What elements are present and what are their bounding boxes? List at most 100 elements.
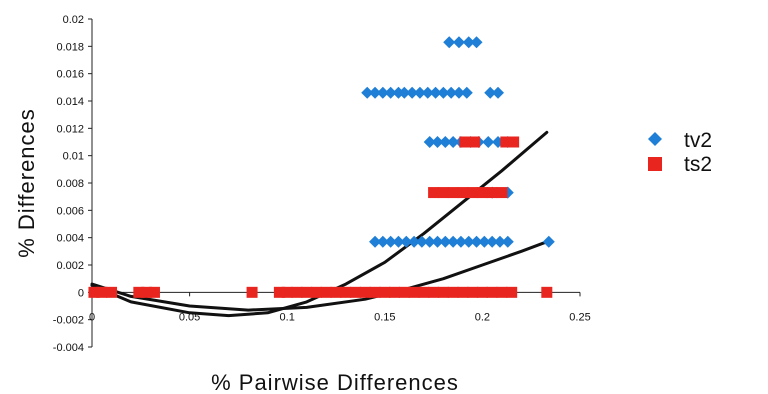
data-point-ts2: [320, 286, 332, 298]
data-point-tv2: [423, 235, 436, 248]
data-point-ts2: [476, 187, 488, 199]
data-point-tv2: [369, 86, 382, 99]
y-tick-label: 0.002: [56, 260, 84, 272]
data-point-tv2: [445, 86, 458, 99]
data-point-tv2: [376, 86, 389, 99]
data-point-ts2: [398, 286, 410, 298]
y-tick-label: -0.004: [53, 342, 84, 354]
data-point-tv2: [406, 86, 419, 99]
trendline-2: [90, 240, 549, 312]
y-tick-label: 0.01: [63, 151, 84, 163]
data-point-ts2: [467, 187, 479, 199]
data-point-tv2: [460, 86, 473, 99]
data-point-ts2: [508, 136, 520, 148]
data-point-tv2: [443, 36, 456, 49]
y-tick-label: 0.006: [56, 205, 84, 217]
data-point-tv2: [452, 86, 465, 99]
data-point-tv2: [376, 235, 389, 248]
y-tick-label: 0: [78, 287, 84, 299]
data-point-ts2: [310, 286, 322, 298]
data-point-ts2: [133, 286, 145, 298]
data-point-tv2: [423, 136, 436, 148]
data-point-ts2: [301, 286, 313, 298]
data-point-ts2: [418, 286, 430, 298]
data-point-ts2: [457, 187, 469, 199]
data-point-ts2: [476, 286, 488, 298]
data-point-ts2: [467, 286, 479, 298]
y-tick-label: 0.016: [56, 69, 84, 81]
data-point-ts2: [428, 286, 440, 298]
data-point-tv2: [470, 235, 483, 248]
data-point-ts2: [340, 286, 352, 298]
x-tick-label: 0.1: [280, 311, 295, 323]
data-point-ts2: [500, 136, 512, 148]
data-point-tv2: [462, 235, 475, 248]
data-point-ts2: [281, 286, 293, 298]
data-point-tv2: [431, 136, 444, 148]
data-point-tv2: [431, 235, 444, 248]
legend: tv2 ts2: [648, 129, 712, 176]
data-point-tv2: [492, 86, 505, 99]
y-axis-title: % Differences: [14, 108, 39, 258]
data-point-ts2: [389, 286, 401, 298]
y-tick-label: 0.012: [56, 123, 84, 135]
data-point-ts2: [148, 286, 160, 298]
data-point-tv2: [493, 235, 506, 248]
legend-marker-ts2: [648, 157, 662, 171]
data-point-tv2: [408, 235, 421, 248]
data-point-ts2: [369, 286, 381, 298]
data-point-ts2: [457, 286, 469, 298]
x-tick-label: 0.25: [569, 311, 590, 323]
data-point-ts2: [469, 136, 481, 148]
y-tick-label: -0.002: [53, 315, 84, 327]
data-point-tv2: [384, 235, 397, 248]
data-point-tv2: [486, 235, 499, 248]
data-point-ts2: [88, 286, 100, 298]
legend-marker-tv2: [648, 132, 662, 146]
data-point-ts2: [141, 286, 153, 298]
data-point-tv2: [429, 86, 442, 99]
data-point-tv2: [439, 235, 452, 248]
data-point-ts2: [447, 187, 459, 199]
data-point-tv2: [447, 235, 460, 248]
data-point-ts2: [359, 286, 371, 298]
y-tick-label: 0.014: [56, 96, 84, 108]
data-point-tv2: [437, 86, 450, 99]
data-point-tv2: [484, 86, 497, 99]
y-tick-label: 0.02: [63, 14, 84, 26]
data-point-ts2: [437, 286, 449, 298]
legend-label-tv2: tv2: [684, 129, 712, 152]
data-point-tv2: [361, 86, 374, 99]
data-point-ts2: [330, 286, 342, 298]
data-point-tv2: [421, 86, 434, 99]
legend-label-ts2: ts2: [684, 153, 712, 176]
data-point-ts2: [541, 286, 553, 298]
data-point-tv2: [452, 36, 465, 49]
data-point-ts2: [486, 286, 498, 298]
data-point-ts2: [496, 286, 508, 298]
y-tick-label: 0.008: [56, 178, 84, 190]
data-point-ts2: [437, 187, 449, 199]
data-point-ts2: [379, 286, 391, 298]
data-point-ts2: [273, 286, 285, 298]
data-point-tv2: [415, 235, 428, 248]
data-point-tv2: [398, 86, 411, 99]
data-point-ts2: [496, 187, 508, 199]
data-point-ts2: [506, 286, 518, 298]
x-tick-label: 0.2: [475, 311, 490, 323]
x-tick-label: 0.15: [374, 311, 395, 323]
data-point-ts2: [246, 286, 258, 298]
data-point-tv2: [369, 235, 382, 248]
data-point-tv2: [482, 136, 495, 148]
data-point-tv2: [439, 136, 452, 148]
data-point-ts2: [96, 286, 108, 298]
data-point-tv2: [462, 36, 475, 49]
data-point-tv2: [478, 235, 491, 248]
data-point-tv2: [447, 136, 460, 148]
data-points: [88, 36, 555, 298]
data-point-tv2: [470, 36, 483, 49]
data-point-tv2: [392, 235, 405, 248]
data-point-ts2: [486, 187, 498, 199]
data-point-ts2: [350, 286, 362, 298]
